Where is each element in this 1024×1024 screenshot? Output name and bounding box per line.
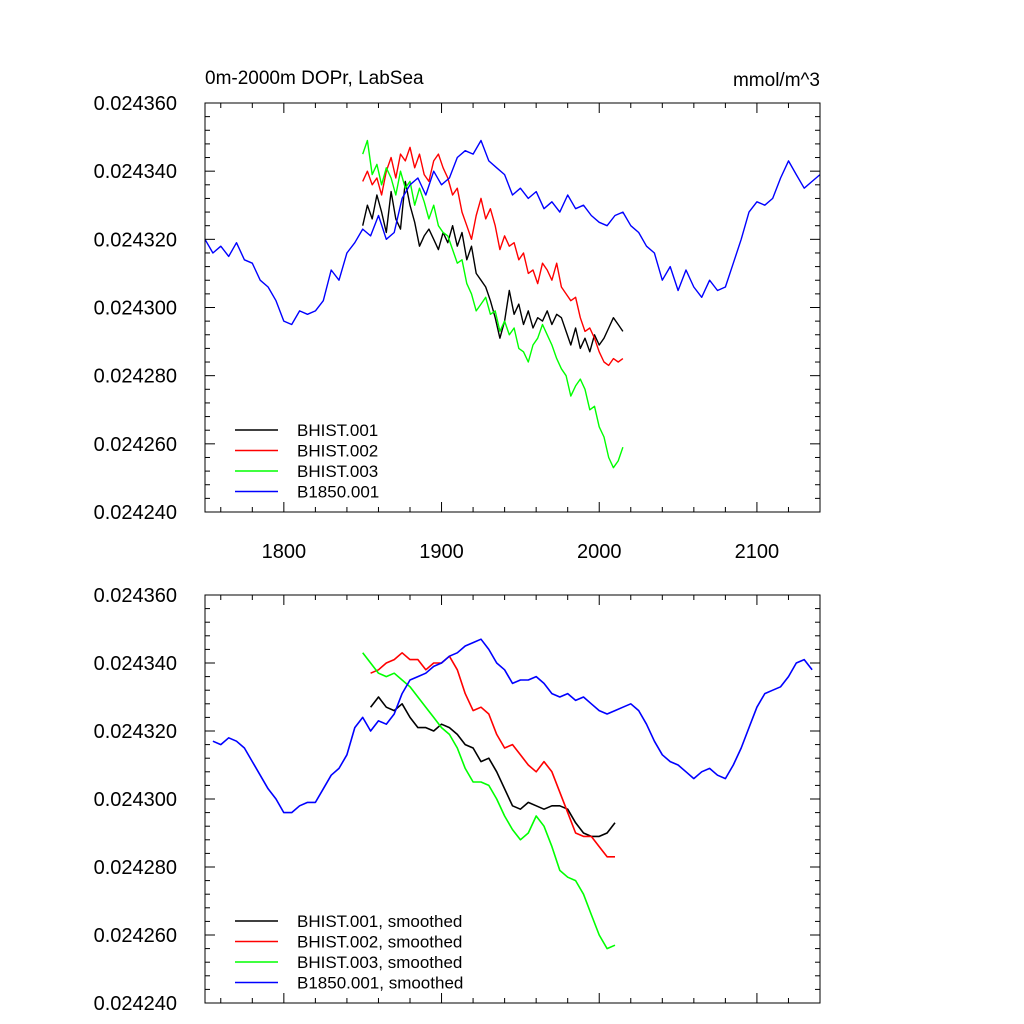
y-tick-label: 0.024340 [94,161,177,183]
y-tick-label: 0.024260 [94,434,177,456]
legend-label: BHIST.002 [297,442,378,461]
y-tick-label: 0.024300 [94,789,177,811]
y-tick-label: 0.024320 [94,721,177,743]
legend-label: B1850.001, smoothed [297,974,463,993]
legend-label: B1850.001 [297,483,379,502]
legend-label: BHIST.003 [297,462,378,481]
legend: BHIST.001, smoothed BHIST.002, smoothedBH… [235,912,463,993]
top-panel: 0m-2000m DOPr, LabSea mmol/m^3 0.024240 0… [94,68,821,563]
y-tick-label: 0.024240 [94,993,177,1015]
series-line-bhist-003 [362,139,624,469]
series-line-bhist-002 [362,146,624,367]
y-tick-label: 0.024320 [94,229,177,251]
series-line-b1850-001-smoothed [212,638,813,814]
legend-label: BHIST.002, smoothed [297,933,462,952]
legend-label: BHIST.001, smoothed [297,912,462,931]
y-tick-label: 0.024360 [94,93,177,115]
y-tick-label: 0.024300 [94,298,177,320]
x-tick-label: 2100 [735,541,780,563]
bottom-panel: 0.024240 0.024260 0.024280 0.024300 0.024320… [94,585,821,1015]
legend-label: BHIST.001 [297,421,378,440]
y-tick-label: 0.024360 [94,585,177,607]
x-tick-label: 1900 [419,541,464,563]
series-line-bhist-003-smoothed [362,652,616,950]
series-line-bhist-002-smoothed [370,651,615,858]
series-line-b1850-001 [204,139,821,326]
y-tick-label: 0.024260 [94,925,177,947]
y-tick-label: 0.024240 [94,502,177,524]
legend-label: BHIST.003, smoothed [297,953,462,972]
series-line-bhist-001 [362,180,624,353]
y-tick-label: 0.024280 [94,857,177,879]
x-tick-label: 1800 [262,541,307,563]
y-tick-label: 0.024340 [94,653,177,675]
chart-title: 0m-2000m DOPr, LabSea [205,68,424,89]
x-tick-label: 2000 [577,541,622,563]
units-label: mmol/m^3 [733,70,820,91]
y-tick-label: 0.024280 [94,366,177,388]
series-line-bhist-001-smoothed [369,696,616,838]
